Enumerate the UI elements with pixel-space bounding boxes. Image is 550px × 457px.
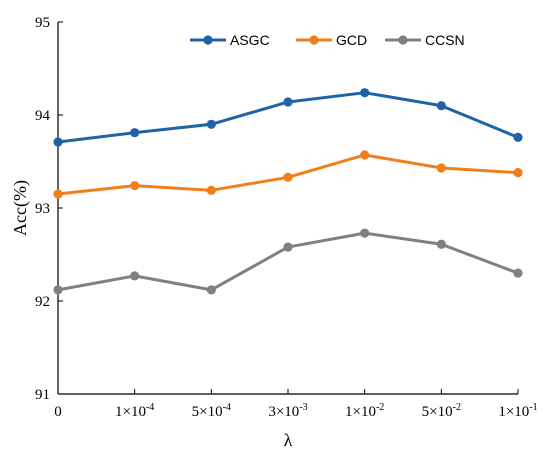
x-tick-label-exponent: -2 xyxy=(376,402,384,413)
data-point xyxy=(206,285,216,295)
legend-item-ccsn: CCSN xyxy=(385,32,465,48)
series-asgc xyxy=(53,88,523,147)
legend-item-asgc: ASGC xyxy=(190,32,270,48)
x-tick-label-exponent: -3 xyxy=(299,402,307,413)
data-point xyxy=(513,268,523,278)
x-tick-label: 3×10-3 xyxy=(268,402,307,420)
series-gcd xyxy=(53,150,523,199)
data-point xyxy=(436,163,446,173)
y-tick-label: 95 xyxy=(35,15,50,31)
y-tick-label: 93 xyxy=(35,201,50,217)
data-point xyxy=(360,228,370,238)
data-point xyxy=(130,181,140,191)
x-tick-label-exponent: -4 xyxy=(146,402,154,413)
legend-label: CCSN xyxy=(425,32,465,48)
data-point xyxy=(513,168,523,178)
y-axis-title: Acc(%) xyxy=(10,180,31,236)
legend-marker xyxy=(398,35,408,45)
series-line xyxy=(57,231,519,292)
data-point xyxy=(513,132,523,142)
data-point xyxy=(130,128,140,138)
y-tick-label: 92 xyxy=(35,294,50,310)
legend-item-gcd: GCD xyxy=(296,32,367,48)
data-point xyxy=(436,101,446,111)
x-tick-label-base: 1×10 xyxy=(345,404,376,420)
x-tick-label-exponent: -2 xyxy=(453,402,461,413)
data-point xyxy=(283,242,293,252)
data-point xyxy=(53,189,63,199)
series-ccsn xyxy=(53,228,523,295)
x-tick-label: 1×10-2 xyxy=(345,402,384,420)
data-point xyxy=(436,239,446,249)
legend-marker xyxy=(203,35,213,45)
series-layer xyxy=(53,88,523,295)
x-tick-label-base: 1×10 xyxy=(115,404,146,420)
data-point xyxy=(360,150,370,160)
y-tick-label: 91 xyxy=(35,387,50,403)
x-tick-label-exponent: -4 xyxy=(223,402,231,413)
x-tick-label: 1×10-1 xyxy=(498,402,537,420)
data-point xyxy=(283,172,293,182)
data-point xyxy=(130,271,140,281)
x-tick-label-base: 5×10 xyxy=(192,404,223,420)
legend-marker xyxy=(309,35,319,45)
x-tick-label: 0 xyxy=(54,404,62,420)
data-point xyxy=(360,88,370,98)
x-tick-label: 5×10-4 xyxy=(192,402,231,420)
x-tick-label-base: 5×10 xyxy=(422,404,453,420)
data-point xyxy=(53,137,63,147)
data-point xyxy=(206,119,216,129)
x-tick-label: 5×10-2 xyxy=(422,402,461,420)
data-point xyxy=(283,97,293,107)
x-axis-title: λ xyxy=(284,430,293,450)
x-tick-label-base: 3×10 xyxy=(268,404,299,420)
legend-label: GCD xyxy=(336,32,367,48)
data-point xyxy=(206,185,216,195)
x-tick-label-base: 1×10 xyxy=(498,404,529,420)
x-tick-label-exponent: -1 xyxy=(529,402,537,413)
y-tick-label: 94 xyxy=(35,108,51,124)
data-point xyxy=(53,285,63,295)
legend: ASGC GCD CCSN xyxy=(190,32,465,48)
legend-label: ASGC xyxy=(230,32,270,48)
x-tick-label: 1×10-4 xyxy=(115,402,154,420)
x-tick-label-base: 0 xyxy=(54,404,62,420)
